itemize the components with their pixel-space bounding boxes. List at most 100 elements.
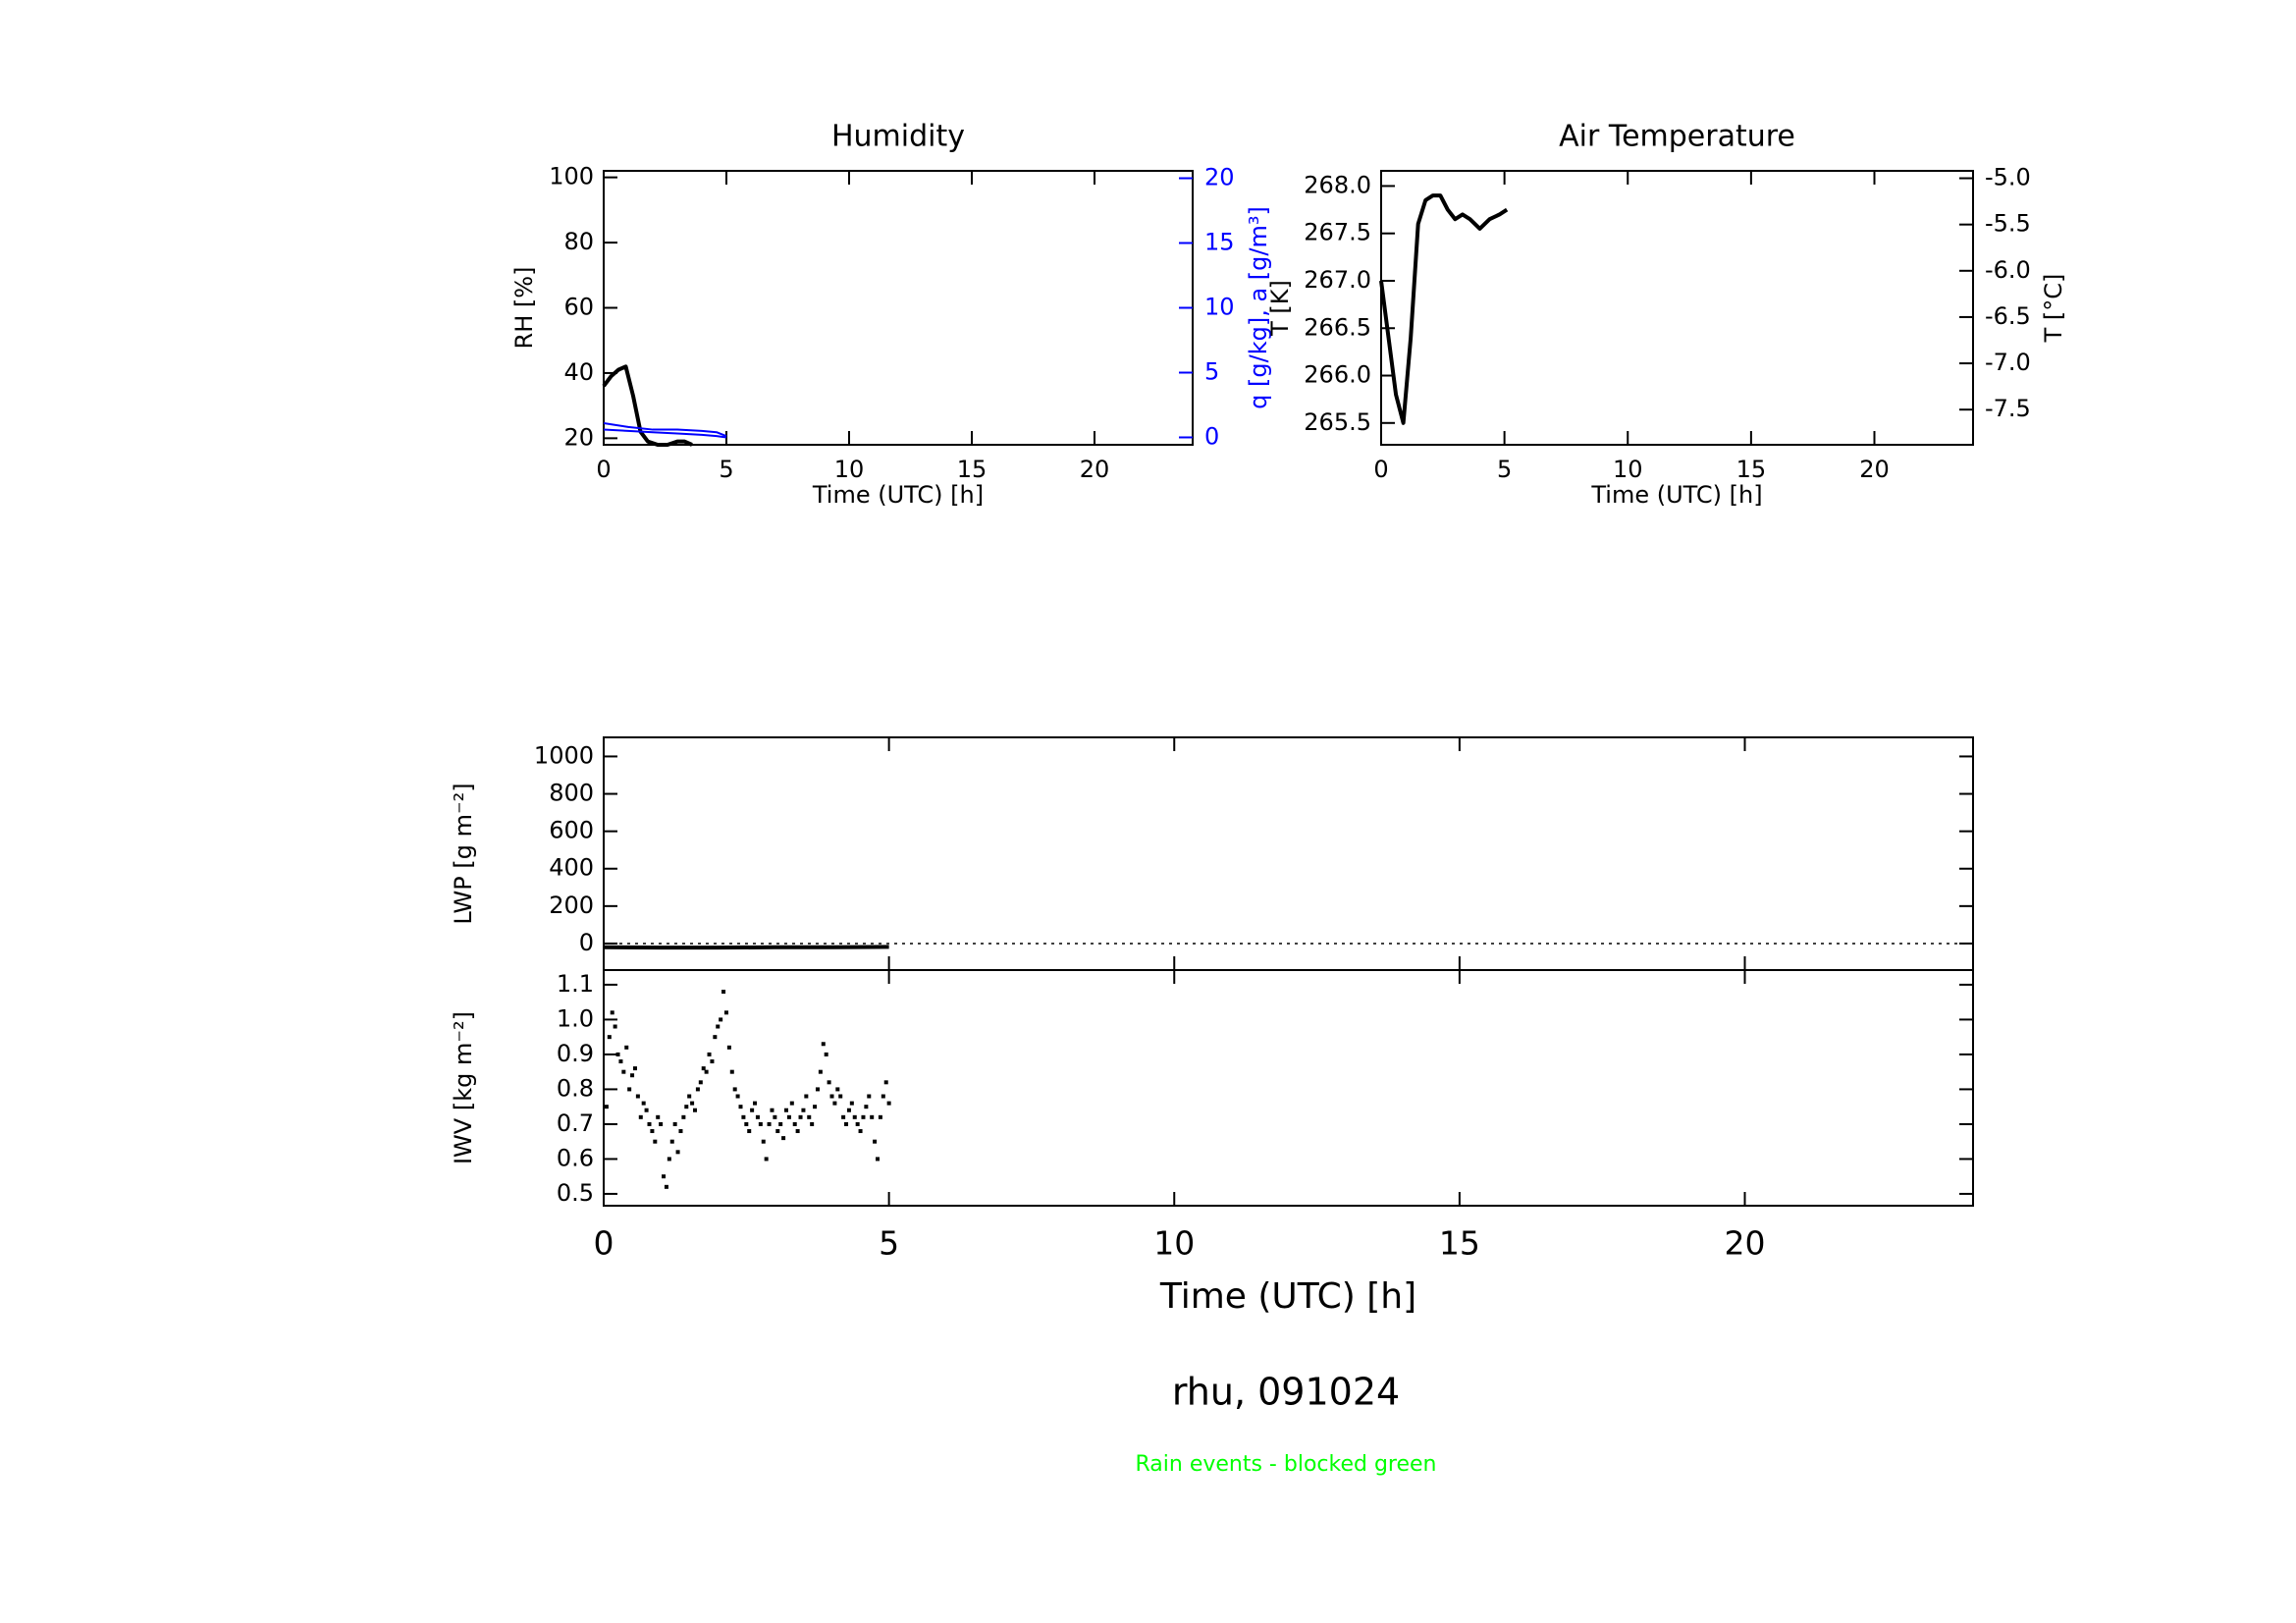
point bbox=[669, 1139, 674, 1144]
y-tick-label: 265.5 bbox=[1304, 408, 1371, 436]
point bbox=[650, 1129, 655, 1134]
point bbox=[713, 1035, 718, 1040]
point bbox=[873, 1139, 878, 1144]
point bbox=[846, 1108, 851, 1112]
point bbox=[716, 1024, 721, 1029]
point bbox=[878, 1114, 882, 1119]
y2-tick-label: 0 bbox=[1204, 422, 1219, 450]
point bbox=[747, 1129, 752, 1134]
chart-title: Humidity bbox=[831, 120, 965, 154]
point bbox=[638, 1114, 643, 1119]
y2-tick-label: 20 bbox=[1204, 164, 1235, 191]
y-tick-label: 0 bbox=[579, 929, 594, 956]
y-tick-label: 267.5 bbox=[1304, 219, 1371, 246]
y2-axis-label: q [g/kg], a [g/m³] bbox=[1245, 206, 1272, 409]
point bbox=[764, 1157, 769, 1162]
point bbox=[778, 1121, 783, 1126]
point bbox=[815, 1087, 820, 1092]
y-axis-label: IWV [kg m⁻²] bbox=[450, 1011, 477, 1164]
x-axis-label: Time (UTC) [h] bbox=[1159, 1276, 1416, 1317]
point bbox=[876, 1157, 880, 1162]
point bbox=[761, 1139, 766, 1144]
point bbox=[870, 1114, 875, 1119]
point bbox=[732, 1087, 737, 1092]
x-tick-label: 15 bbox=[1736, 456, 1767, 483]
y-tick-label: 1.1 bbox=[557, 970, 594, 998]
point bbox=[775, 1129, 780, 1134]
point bbox=[644, 1108, 649, 1112]
point bbox=[690, 1101, 695, 1106]
y-tick-label: 266.0 bbox=[1304, 361, 1371, 389]
x-tick-label: 10 bbox=[834, 456, 865, 483]
y2-tick-label: 15 bbox=[1204, 229, 1235, 256]
y-tick-label: 0.5 bbox=[557, 1179, 594, 1207]
point bbox=[858, 1129, 863, 1134]
point bbox=[695, 1087, 700, 1092]
point bbox=[864, 1105, 869, 1109]
point bbox=[861, 1114, 866, 1119]
point bbox=[832, 1101, 837, 1106]
x-tick-label: 0 bbox=[594, 1224, 614, 1263]
x-tick-label: 5 bbox=[879, 1224, 899, 1263]
point bbox=[662, 1174, 667, 1179]
point bbox=[829, 1094, 834, 1099]
point bbox=[867, 1094, 872, 1099]
point bbox=[632, 1066, 637, 1071]
point bbox=[841, 1114, 846, 1119]
point bbox=[635, 1094, 640, 1099]
x-tick-label: 0 bbox=[1373, 456, 1388, 483]
point bbox=[735, 1094, 740, 1099]
point bbox=[824, 1052, 828, 1056]
point bbox=[667, 1157, 671, 1162]
point bbox=[721, 990, 726, 995]
point bbox=[804, 1094, 809, 1099]
point bbox=[786, 1114, 791, 1119]
y-tick-label: 200 bbox=[549, 892, 594, 919]
x-tick-label: 10 bbox=[1613, 456, 1643, 483]
y2-tick-label: -7.0 bbox=[1985, 349, 2031, 376]
x-tick-label: 15 bbox=[957, 456, 988, 483]
point bbox=[681, 1114, 686, 1119]
point bbox=[621, 1069, 626, 1074]
y-tick-label: 800 bbox=[549, 780, 594, 807]
y-tick-label: 600 bbox=[549, 817, 594, 844]
point bbox=[798, 1114, 803, 1119]
point bbox=[784, 1108, 788, 1112]
point bbox=[789, 1101, 794, 1106]
y-tick-label: 1000 bbox=[534, 741, 594, 769]
point bbox=[627, 1087, 632, 1092]
point bbox=[729, 1069, 734, 1074]
y-tick-label: 100 bbox=[549, 163, 594, 190]
point bbox=[707, 1052, 712, 1056]
point bbox=[838, 1094, 843, 1099]
plot-frame bbox=[603, 969, 1974, 1207]
y-axis-label: T [K] bbox=[1266, 280, 1294, 337]
point bbox=[810, 1121, 815, 1126]
point bbox=[855, 1121, 860, 1126]
point bbox=[881, 1094, 885, 1099]
point bbox=[723, 1010, 728, 1015]
point bbox=[618, 1059, 623, 1064]
point bbox=[781, 1136, 786, 1141]
point bbox=[693, 1108, 697, 1112]
y2-tick-label: -6.0 bbox=[1985, 256, 2031, 284]
y-axis-label: LWP [g m⁻²] bbox=[450, 783, 477, 924]
y2-axis-label: T [°C] bbox=[2040, 274, 2067, 344]
point bbox=[656, 1114, 661, 1119]
y-tick-label: 80 bbox=[563, 228, 594, 255]
point bbox=[758, 1121, 763, 1126]
point bbox=[726, 1045, 731, 1050]
x-tick-label: 5 bbox=[1497, 456, 1512, 483]
point bbox=[684, 1105, 689, 1109]
point bbox=[719, 1017, 723, 1022]
y-tick-label: 267.0 bbox=[1304, 266, 1371, 294]
x-tick-label: 10 bbox=[1153, 1224, 1195, 1263]
point bbox=[792, 1121, 797, 1126]
point bbox=[610, 1010, 614, 1015]
y-tick-label: 60 bbox=[563, 294, 594, 321]
y2-tick-label: 5 bbox=[1204, 357, 1219, 385]
point bbox=[604, 1105, 609, 1109]
point bbox=[641, 1101, 646, 1106]
point bbox=[675, 1150, 680, 1155]
